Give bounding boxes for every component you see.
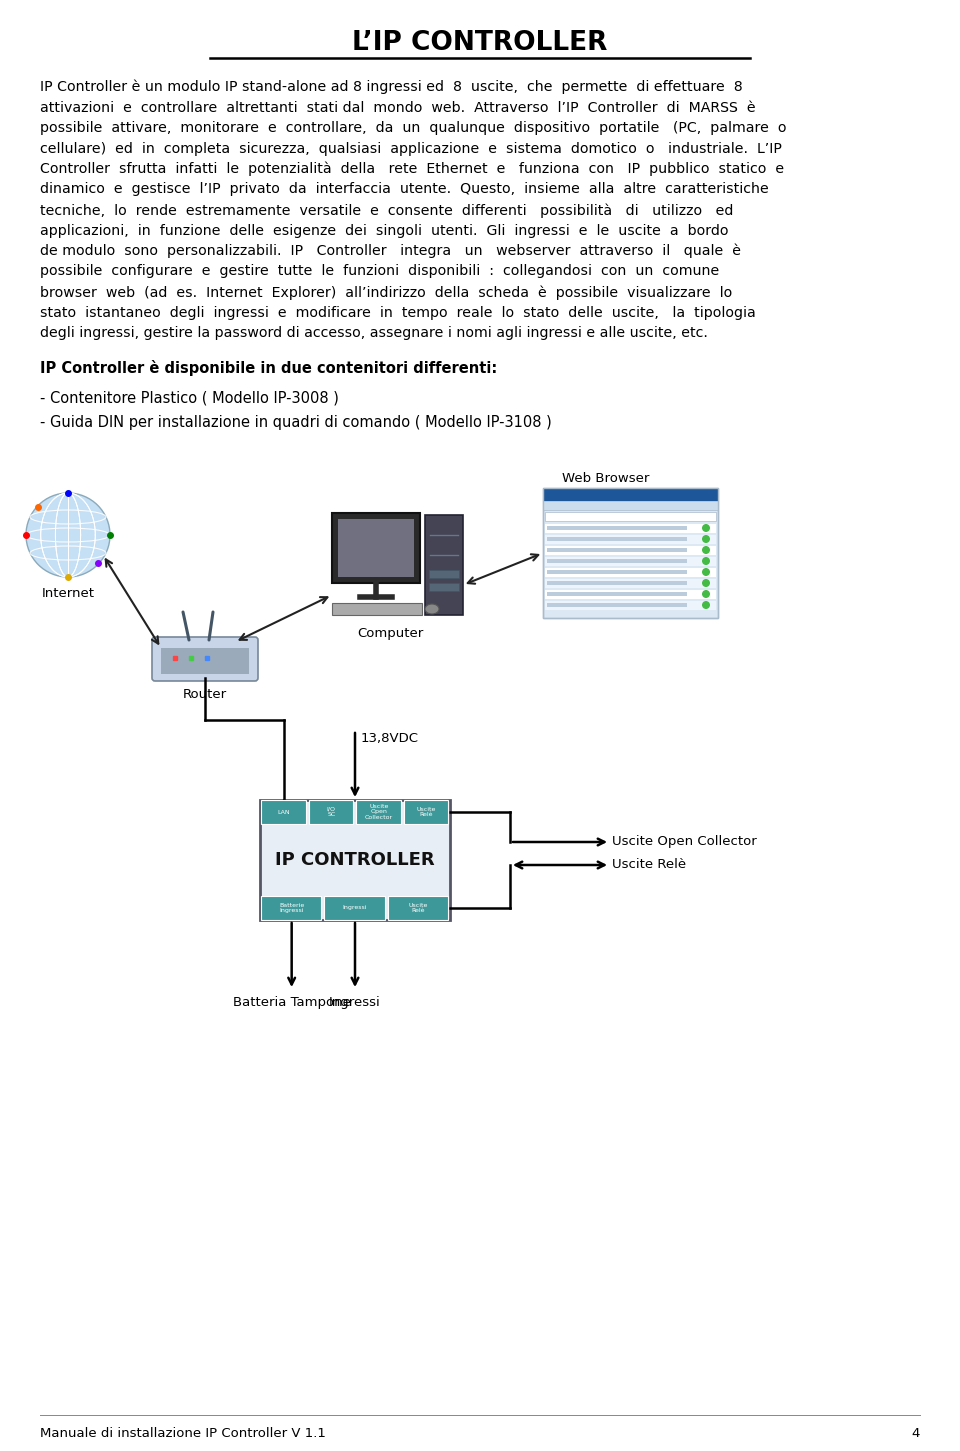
Text: Ingressi: Ingressi	[343, 905, 368, 910]
Text: cellulare)  ed  in  completa  sicurezza,  qualsiasi  applicazione  e  sistema  d: cellulare) ed in completa sicurezza, qua…	[40, 142, 781, 155]
Text: - Guida DIN per installazione in quadri di comando ( Modello IP-3108 ): - Guida DIN per installazione in quadri …	[40, 415, 552, 429]
Bar	[324, 897, 385, 920]
Ellipse shape	[425, 604, 439, 614]
Circle shape	[702, 524, 710, 533]
Text: I/O
SC: I/O SC	[326, 807, 336, 817]
Text: Internet: Internet	[41, 588, 94, 601]
Text: IP Controller è un modulo IP stand-alone ad 8 ingressi ed  8  uscite,  che  perm: IP Controller è un modulo IP stand-alone…	[40, 80, 743, 94]
Text: LAN: LAN	[277, 810, 290, 814]
Circle shape	[702, 557, 710, 564]
Circle shape	[702, 579, 710, 588]
FancyBboxPatch shape	[152, 637, 258, 681]
Bar	[545, 567, 716, 577]
Text: IP Controller è disponibile in due contenitori differenti:: IP Controller è disponibile in due conte…	[40, 360, 497, 376]
Text: 4: 4	[912, 1426, 920, 1439]
Text: Router: Router	[183, 688, 228, 701]
Text: stato  istantaneo  degli  ingressi  e  modificare  in  tempo  reale  lo  stato  : stato istantaneo degli ingressi e modifi…	[40, 306, 756, 319]
Circle shape	[702, 567, 710, 576]
Text: dinamico  e  gestisce  l’IP  privato  da  interfaccia  utente.  Questo,  insieme: dinamico e gestisce l’IP privato da inte…	[40, 183, 769, 196]
Bar	[161, 649, 249, 675]
Bar	[429, 583, 459, 591]
Bar	[545, 579, 716, 588]
Circle shape	[26, 493, 110, 577]
Bar	[388, 897, 448, 920]
Circle shape	[702, 601, 710, 609]
Text: Uscite
Relè: Uscite Relè	[409, 903, 428, 913]
Bar	[545, 535, 716, 544]
Text: Ingressi: Ingressi	[329, 995, 381, 1008]
Text: de modulo  sono  personalizzabili.  IP   Controller   integra   un   webserver  : de modulo sono personalizzabili. IP Cont…	[40, 244, 741, 258]
Text: possibile  attivare,  monitorare  e  controllare,  da  un  qualunque  dispositiv: possibile attivare, monitorare e control…	[40, 120, 786, 135]
Text: possibile  configurare  e  gestire  tutte  le  funzioni  disponibili  :  collega: possibile configurare e gestire tutte le…	[40, 264, 719, 279]
Bar	[545, 524, 716, 533]
Bar	[547, 570, 687, 575]
Bar	[332, 604, 422, 615]
Bar	[545, 601, 716, 609]
Bar	[547, 580, 687, 585]
Text: Web Browser: Web Browser	[562, 472, 649, 485]
Text: Uscite
Open
Collector: Uscite Open Collector	[365, 804, 393, 820]
Bar	[547, 537, 687, 541]
Text: browser  web  (ad  es.  Internet  Explorer)  all’indirizzo  della  scheda  è  po: browser web (ad es. Internet Explorer) a…	[40, 284, 732, 299]
Bar	[338, 519, 414, 577]
Bar	[425, 515, 463, 615]
Text: Controller  sfrutta  infatti  le  potenzialità  della   rete  Ethernet  e   funz: Controller sfrutta infatti le potenziali…	[40, 163, 784, 177]
Text: Computer: Computer	[357, 627, 423, 640]
Bar	[403, 800, 448, 824]
Bar	[547, 559, 687, 563]
Text: degli ingressi, gestire la password di accesso, assegnare i nomi agli ingressi e: degli ingressi, gestire la password di a…	[40, 326, 708, 340]
Bar	[545, 512, 716, 521]
Bar	[356, 800, 400, 824]
Text: Batterie
Ingressi: Batterie Ingressi	[279, 903, 304, 913]
Text: Manuale di installazione IP Controller V 1.1: Manuale di installazione IP Controller V…	[40, 1426, 325, 1439]
Text: Uscite Relè: Uscite Relè	[612, 859, 686, 872]
Bar	[547, 548, 687, 551]
Bar	[261, 897, 322, 920]
Bar	[545, 546, 716, 554]
Bar	[332, 514, 420, 583]
Circle shape	[702, 546, 710, 554]
Text: Uscite Open Collector: Uscite Open Collector	[612, 836, 756, 849]
Bar	[545, 557, 716, 566]
Bar	[545, 591, 716, 599]
Text: Uscite
Relè: Uscite Relè	[417, 807, 436, 817]
Bar	[547, 604, 687, 607]
Text: tecniche,  lo  rende  estremamente  versatile  e  consente  differenti   possibi: tecniche, lo rende estremamente versatil…	[40, 203, 733, 218]
Text: attivazioni  e  controllare  altrettanti  stati dal  mondo  web.  Attraverso  l’: attivazioni e controllare altrettanti st…	[40, 100, 756, 115]
Text: L’IP CONTROLLER: L’IP CONTROLLER	[352, 30, 608, 57]
Bar	[543, 488, 718, 618]
Text: Batteria Tampone: Batteria Tampone	[232, 995, 350, 1008]
Text: IP CONTROLLER: IP CONTROLLER	[276, 850, 435, 869]
Text: - Contenitore Plastico ( Modello IP-3008 ): - Contenitore Plastico ( Modello IP-3008…	[40, 390, 339, 405]
Circle shape	[702, 591, 710, 598]
Bar	[547, 592, 687, 596]
Bar	[543, 488, 718, 618]
Bar	[543, 488, 718, 501]
Text: applicazioni,  in  funzione  delle  esigenze  dei  singoli  utenti.  Gli  ingres: applicazioni, in funzione delle esigenze…	[40, 223, 729, 238]
Bar	[260, 800, 450, 920]
Bar	[308, 800, 353, 824]
Bar	[543, 501, 718, 509]
Bar	[261, 800, 305, 824]
Text: 13,8VDC: 13,8VDC	[361, 731, 419, 744]
Bar	[547, 527, 687, 530]
Circle shape	[702, 535, 710, 543]
Bar	[429, 570, 459, 577]
